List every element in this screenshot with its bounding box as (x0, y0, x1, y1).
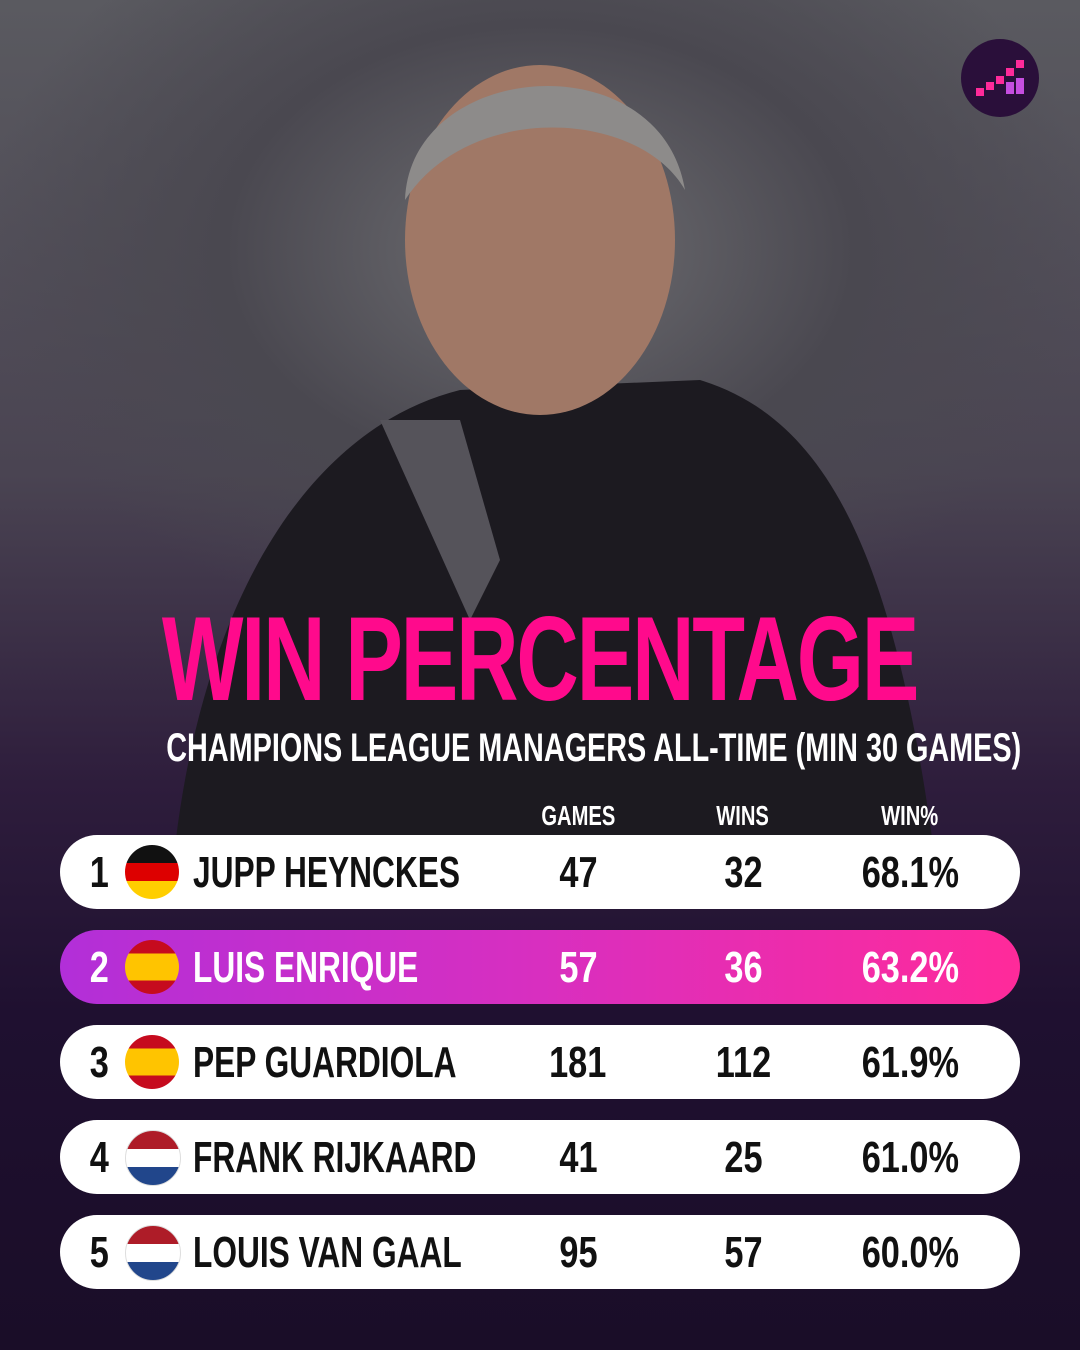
wins-text: 36 (723, 943, 763, 992)
win-percentage-text: 63.2% (861, 943, 959, 992)
games-text: 47 (558, 848, 598, 897)
rank-text: 4 (89, 1133, 109, 1182)
rank: 5 (84, 1215, 114, 1289)
manager-name-text: PEP GUARDIOLA (193, 1038, 457, 1087)
table-row: 5 LOUIS VAN GAAL 95 57 60.0% (60, 1215, 1020, 1289)
win-percentage-text: 61.0% (861, 1133, 959, 1182)
flag (125, 1130, 181, 1186)
wins-text: 25 (723, 1133, 763, 1182)
manager-name-text: LUIS ENRIQUE (193, 943, 419, 992)
win-percentage-text: 68.1% (861, 848, 959, 897)
rank-text: 2 (89, 943, 109, 992)
column-header-text: WIN% (881, 800, 939, 831)
title-text: WIN PERCENTAGE (162, 592, 920, 726)
table-row: 1 JUPP HEYNCKES 47 32 68.1% (60, 835, 1020, 909)
games-text: 57 (558, 943, 598, 992)
win-percentage-text: 60.0% (861, 1228, 959, 1277)
games-text: 41 (558, 1133, 598, 1182)
manager-name-text: JUPP HEYNCKES (193, 848, 461, 897)
wins-text: 32 (723, 848, 763, 897)
win-percentage: 61.9% (830, 1025, 990, 1099)
win-percentage: 63.2% (830, 930, 990, 1004)
wins-text: 57 (723, 1228, 763, 1277)
wins: 36 (663, 930, 823, 1004)
table-row: 3 PEP GUARDIOLA 181 112 61.9% (60, 1025, 1020, 1099)
rank-text: 1 (89, 848, 109, 897)
manager-name: LOUIS VAN GAAL (193, 1215, 566, 1289)
games-text: 95 (558, 1228, 598, 1277)
flag (125, 845, 179, 899)
table-row: 4 FRANK RIJKAARD 41 25 61.0% (60, 1120, 1020, 1194)
wins: 25 (663, 1120, 823, 1194)
flag (125, 1225, 181, 1281)
column-header-text: WINS (716, 800, 770, 831)
win-percentage: 61.0% (830, 1120, 990, 1194)
rank: 3 (84, 1025, 114, 1099)
manager-name: PEP GUARDIOLA (193, 1025, 559, 1099)
wins-text: 112 (715, 1038, 771, 1087)
column-header: WINS (663, 800, 823, 832)
wins: 57 (663, 1215, 823, 1289)
manager-name-text: FRANK RIJKAARD (193, 1133, 477, 1182)
rank: 1 (84, 835, 114, 909)
column-header: GAMES (498, 800, 658, 832)
win-percentage: 68.1% (830, 835, 990, 909)
games: 41 (498, 1120, 658, 1194)
flag (125, 940, 179, 994)
rank: 2 (84, 930, 114, 1004)
logo (961, 39, 1039, 117)
wins: 112 (663, 1025, 823, 1099)
win-percentage-text: 61.9% (861, 1038, 959, 1087)
manager-name: FRANK RIJKAARD (193, 1120, 587, 1194)
rank: 4 (84, 1120, 114, 1194)
games: 47 (498, 835, 658, 909)
manager-name: LUIS ENRIQUE (193, 930, 506, 1004)
games-text: 181 (549, 1038, 607, 1087)
subtitle-text: CHAMPIONS LEAGUE MANAGERS ALL-TIME (MIN … (166, 726, 1022, 770)
games: 57 (498, 930, 658, 1004)
manager-name: JUPP HEYNCKES (193, 835, 564, 909)
column-header: WIN% (830, 800, 990, 832)
table-row: 2 LUIS ENRIQUE 57 36 63.2% (60, 930, 1020, 1004)
title: WIN PERCENTAGE (0, 590, 1080, 728)
photo-silhouette (170, 65, 940, 900)
rank-text: 3 (89, 1038, 109, 1087)
rank-text: 5 (89, 1228, 109, 1277)
flag (125, 1035, 179, 1089)
wins: 32 (663, 835, 823, 909)
manager-name-text: LOUIS VAN GAAL (193, 1228, 462, 1277)
win-percentage: 60.0% (830, 1215, 990, 1289)
games: 95 (498, 1215, 658, 1289)
column-header-text: GAMES (541, 800, 615, 831)
subtitle: CHAMPIONS LEAGUE MANAGERS ALL-TIME (MIN … (0, 726, 1080, 771)
games: 181 (498, 1025, 658, 1099)
